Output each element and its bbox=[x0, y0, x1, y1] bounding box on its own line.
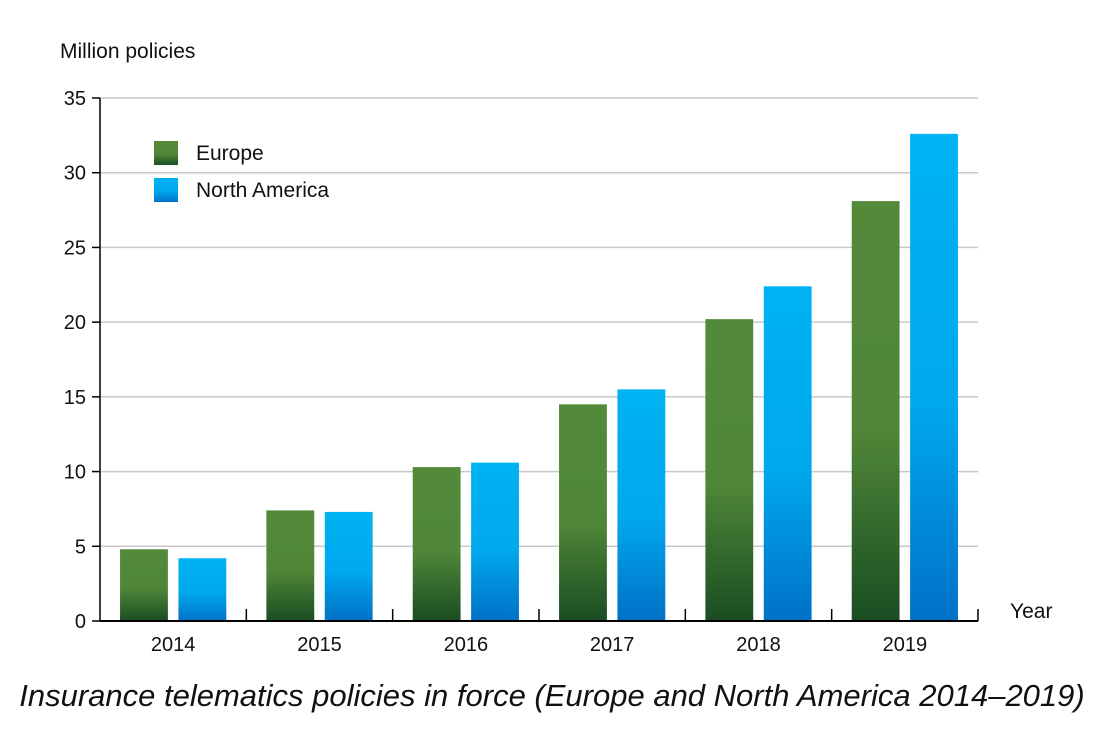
x-tick-label: 2014 bbox=[151, 634, 196, 656]
bar-europe-2014 bbox=[120, 549, 168, 621]
bar-north-america-2018 bbox=[763, 286, 812, 621]
y-tick-label: 10 bbox=[64, 462, 86, 484]
y-tick-label: 25 bbox=[64, 237, 86, 259]
legend-swatch-north-america bbox=[154, 178, 178, 202]
y-tick-label: 15 bbox=[64, 387, 86, 409]
legend-swatch-europe bbox=[154, 141, 178, 165]
bar-north-america-2014 bbox=[178, 558, 227, 621]
x-tick-label: 2015 bbox=[297, 634, 342, 656]
y-tick-label: 20 bbox=[64, 312, 86, 334]
y-axis-title: Million policies bbox=[60, 40, 195, 63]
gridlines bbox=[92, 97, 978, 622]
axes bbox=[99, 98, 979, 622]
bar-north-america-2017 bbox=[617, 389, 666, 621]
y-tick-label: 0 bbox=[75, 611, 86, 633]
legend: Europe North America bbox=[154, 141, 329, 202]
bar-europe-2016 bbox=[412, 467, 461, 621]
y-tick-label: 5 bbox=[75, 536, 86, 558]
bars bbox=[120, 133, 958, 621]
bar-europe-2019 bbox=[851, 201, 900, 621]
bar-europe-2015 bbox=[266, 510, 315, 621]
tick-labels: 0 5 10 15 20 25 30 35 2014 2015 2016 2017 2018 2019 bbox=[64, 88, 927, 656]
bar-europe-2017 bbox=[559, 404, 607, 621]
bar-europe-2018 bbox=[705, 319, 754, 621]
chart-caption: Insurance telematics policies in force (… bbox=[19, 678, 1085, 713]
x-axis-title: Year bbox=[1010, 600, 1052, 623]
legend-label-north-america: North America bbox=[196, 179, 329, 202]
bar-north-america-2015 bbox=[324, 511, 373, 621]
y-tick-label: 30 bbox=[64, 163, 86, 185]
bar-north-america-2019 bbox=[910, 133, 958, 621]
x-tick-label: 2018 bbox=[736, 634, 781, 656]
y-tick-label: 35 bbox=[64, 88, 86, 110]
bar-chart: 0 5 10 15 20 25 30 35 2014 2015 2016 2017 2018 2019 M… bbox=[60, 40, 1052, 656]
x-tick-label: 2016 bbox=[444, 634, 489, 656]
bar-north-america-2016 bbox=[471, 462, 519, 621]
legend-label-europe: Europe bbox=[196, 142, 264, 165]
x-tick-label: 2019 bbox=[883, 634, 928, 656]
x-tick-label: 2017 bbox=[590, 634, 635, 656]
